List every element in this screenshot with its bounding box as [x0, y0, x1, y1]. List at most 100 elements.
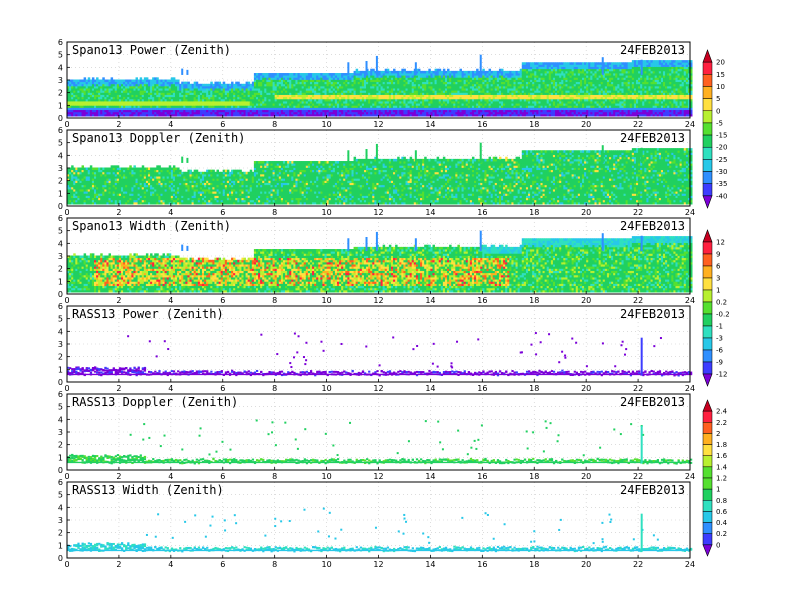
data-cell	[114, 83, 118, 87]
data-cell	[210, 94, 213, 98]
data-cell	[89, 109, 93, 113]
data-cell	[67, 109, 70, 113]
data-cell	[135, 109, 139, 113]
data-cell	[135, 103, 139, 106]
data-cell	[114, 85, 118, 89]
data-cell	[131, 98, 134, 102]
data-cell	[241, 92, 244, 95]
data-cell	[241, 90, 244, 93]
data-cell	[106, 109, 109, 113]
data-cell	[91, 113, 95, 117]
data-cell	[270, 98, 273, 102]
data-cell	[129, 90, 132, 93]
data-cell	[77, 81, 80, 85]
data-cell	[187, 83, 190, 87]
data-cell	[102, 96, 105, 100]
data-cell	[266, 111, 269, 115]
data-cell	[83, 81, 87, 85]
data-cell	[268, 113, 271, 117]
data-cell	[81, 96, 85, 100]
data-cell	[75, 111, 78, 115]
data-cell	[266, 109, 269, 113]
data-cell	[96, 81, 99, 85]
data-cell	[104, 105, 107, 108]
data-cell	[183, 109, 186, 113]
data-cell	[93, 79, 97, 83]
data-cell	[77, 101, 80, 104]
data-cell	[253, 75, 257, 78]
data-cell	[133, 83, 136, 87]
data-cell	[83, 107, 87, 111]
data-cell	[166, 94, 170, 98]
data-cell	[233, 94, 236, 98]
data-cell	[77, 92, 80, 95]
data-cell	[220, 103, 224, 106]
data-cell	[147, 113, 151, 117]
data-cell	[212, 113, 215, 117]
data-cell	[258, 101, 261, 104]
data-cell	[177, 92, 180, 95]
data-cell	[71, 103, 74, 106]
data-cell	[280, 111, 284, 115]
data-cell	[258, 103, 261, 106]
data-cell	[282, 111, 286, 115]
data-cell	[77, 107, 80, 111]
data-cell	[114, 109, 118, 113]
data-cell	[139, 105, 143, 108]
data-cell	[116, 96, 120, 100]
data-cell	[131, 113, 134, 117]
data-cell	[243, 94, 246, 98]
data-cell	[118, 96, 122, 100]
data-cell	[268, 81, 271, 85]
data-cell	[114, 94, 118, 98]
data-cell	[156, 103, 159, 106]
data-cell	[214, 90, 217, 93]
data-cell	[93, 85, 97, 89]
data-cell	[81, 107, 85, 111]
data-cell	[266, 113, 269, 117]
data-cell	[152, 105, 155, 108]
data-cell	[266, 92, 269, 95]
data-cell	[83, 101, 87, 104]
data-cell	[282, 73, 286, 76]
data-cell	[285, 109, 288, 113]
data-cell	[79, 81, 82, 85]
data-cell	[218, 81, 222, 85]
data-cell	[154, 101, 157, 104]
data-cell	[191, 111, 195, 115]
data-cell	[197, 98, 201, 102]
data-cell	[204, 111, 207, 115]
data-cell	[220, 113, 224, 117]
data-cell	[249, 83, 253, 87]
data-cell	[239, 85, 242, 89]
data-cell	[253, 109, 257, 113]
data-cell	[102, 98, 105, 102]
data-cell	[69, 85, 72, 89]
data-cell	[91, 90, 95, 93]
data-cell	[168, 96, 172, 100]
data-cell	[168, 109, 172, 113]
data-cell	[135, 85, 139, 89]
data-cell	[204, 85, 207, 89]
data-cell	[177, 85, 180, 89]
data-cell	[170, 103, 174, 106]
data-cell	[218, 103, 222, 106]
data-cell	[228, 92, 232, 95]
data-cell	[91, 103, 95, 106]
data-cell	[152, 79, 155, 83]
data-cell	[272, 101, 276, 104]
data-cell	[280, 77, 284, 80]
data-cell	[253, 83, 257, 87]
data-cell	[133, 103, 136, 106]
data-cell	[255, 105, 259, 108]
data-cell	[77, 103, 80, 106]
data-cell	[79, 88, 82, 91]
data-cell	[191, 92, 195, 95]
data-cell	[255, 77, 259, 80]
data-cell	[85, 83, 89, 87]
data-cell	[129, 83, 132, 87]
data-cell	[170, 96, 174, 100]
data-cell	[224, 90, 228, 93]
data-cell	[251, 90, 255, 93]
data-cell	[170, 85, 174, 89]
